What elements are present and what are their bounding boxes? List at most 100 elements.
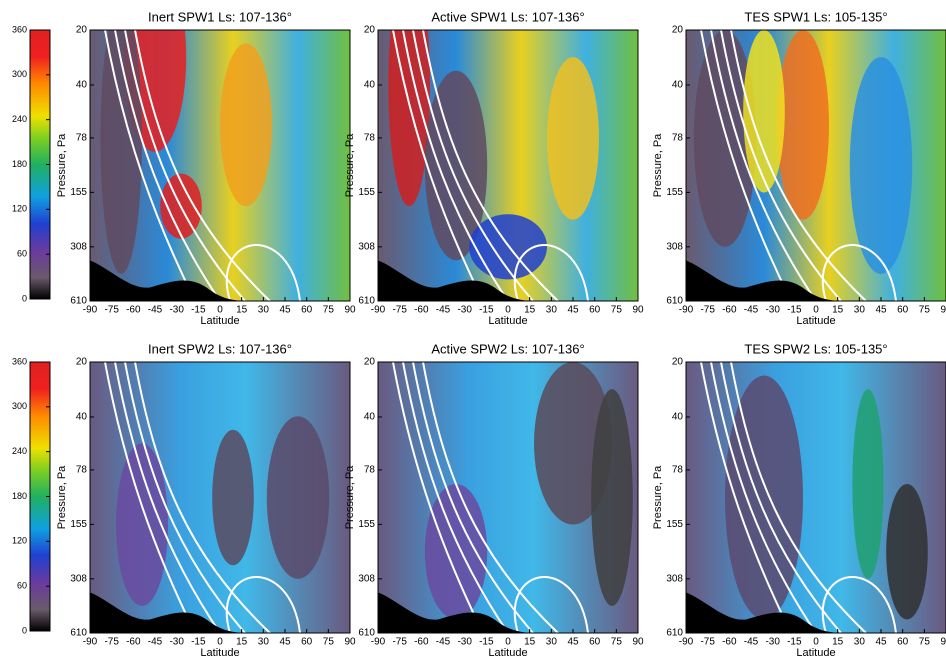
x-tick-label: -15	[787, 637, 802, 648]
y-tick-label: 308	[666, 573, 683, 584]
x-tick-label: 75	[323, 637, 335, 648]
contour-line	[422, 30, 559, 301]
colorbar-tick-label: 240	[12, 114, 27, 124]
x-tick-label: 30	[854, 637, 866, 648]
field	[90, 30, 350, 301]
contour-line	[412, 30, 534, 301]
x-tick-label: -45	[436, 305, 451, 316]
y-tick-label: 78	[76, 465, 88, 476]
x-axis-label: Latitude	[488, 315, 527, 327]
x-tick-label: 0	[505, 637, 511, 648]
x-tick-label: -90	[371, 305, 386, 316]
x-tick-label: -30	[765, 305, 780, 316]
field	[686, 30, 946, 301]
y-tick-label: 610	[70, 628, 87, 639]
x-tick-label: -60	[722, 305, 737, 316]
y-tick-label: 308	[70, 573, 87, 584]
x-tick-label: -30	[765, 637, 780, 648]
x-tick-label: -45	[436, 637, 451, 648]
x-tick-label: -15	[479, 305, 494, 316]
contour-line	[134, 362, 271, 633]
y-axis-label: Pressure, Pa	[56, 465, 68, 529]
x-tick-label: -75	[700, 305, 715, 316]
x-tick-label: 15	[236, 637, 248, 648]
x-tick-label: -90	[83, 305, 98, 316]
x-tick-label: 30	[546, 637, 558, 648]
x-axis-label: Latitude	[200, 315, 239, 327]
field-blob	[852, 389, 884, 579]
y-tick-label: 78	[672, 465, 684, 476]
field-blob	[725, 375, 803, 620]
x-axis-label: Latitude	[488, 647, 527, 659]
field	[686, 362, 946, 633]
contour-line	[114, 362, 221, 633]
y-tick-label: 20	[672, 357, 684, 368]
colorbar-tick-label: 120	[12, 536, 27, 546]
x-tick-label: 90	[632, 637, 644, 648]
x-tick-label: -60	[414, 305, 429, 316]
y-tick-label: 308	[70, 241, 87, 252]
x-tick-label: 0	[813, 637, 819, 648]
chart-title: Active SPW2 Ls: 107-136°	[431, 341, 584, 356]
colorbar-tick-label: 0	[22, 293, 27, 303]
chart-title: TES SPW2 Ls: 105-135°	[744, 341, 887, 356]
field	[378, 30, 638, 301]
contour-line	[402, 30, 509, 301]
x-tick-label: 15	[524, 637, 536, 648]
x-tick-label: 30	[258, 637, 270, 648]
x-tick-label: -60	[126, 637, 141, 648]
chart-title: Inert SPW2 Ls: 107-136°	[148, 341, 292, 356]
topography	[686, 260, 846, 301]
x-tick-label: -45	[744, 305, 759, 316]
field-blob	[591, 389, 633, 606]
x-tick-label: 15	[524, 305, 536, 316]
x-tick-label: 15	[832, 305, 844, 316]
colorbar-tick-label: 360	[12, 24, 27, 34]
topography	[378, 592, 538, 633]
x-tick-label: -30	[169, 637, 184, 648]
y-tick-label: 78	[364, 133, 376, 144]
y-tick-label: 610	[358, 628, 375, 639]
x-tick-label: 60	[897, 637, 909, 648]
y-tick-label: 20	[76, 357, 88, 368]
x-tick-label: -90	[83, 637, 98, 648]
field-blob	[469, 214, 547, 280]
x-tick-label: 90	[940, 305, 946, 316]
x-tick-label: -15	[787, 305, 802, 316]
field	[90, 362, 350, 633]
x-tick-label: 60	[589, 305, 601, 316]
field-blob	[116, 443, 168, 606]
y-tick-label: 20	[364, 357, 376, 368]
x-tick-label: 75	[919, 637, 931, 648]
field-blob	[547, 57, 599, 220]
chart-title: Active SPW1 Ls: 107-136°	[431, 9, 584, 24]
contour-line	[392, 30, 484, 301]
colorbar-tick-label: 0	[22, 625, 27, 635]
y-tick-label: 610	[70, 296, 87, 307]
contour-line	[104, 30, 196, 301]
field-blob	[693, 30, 757, 247]
x-tick-label: -60	[722, 637, 737, 648]
y-tick-label: 155	[70, 519, 87, 530]
y-tick-label: 40	[364, 80, 376, 91]
x-tick-label: -45	[148, 305, 163, 316]
colorbar-tick-label: 360	[12, 356, 27, 366]
x-tick-label: -75	[700, 637, 715, 648]
contour-line	[124, 30, 246, 301]
topography	[686, 592, 846, 633]
y-tick-label: 40	[76, 412, 88, 423]
field-blob	[220, 43, 272, 207]
field-blob	[886, 483, 928, 620]
y-tick-label: 155	[358, 519, 375, 530]
contour-line	[710, 362, 817, 633]
y-tick-label: 20	[76, 25, 88, 36]
y-axis-label: Pressure, Pa	[652, 465, 664, 529]
x-tick-label: 45	[567, 637, 579, 648]
x-tick-label: -90	[679, 305, 694, 316]
y-axis-label: Pressure, Pa	[344, 465, 356, 529]
chart-title: TES SPW1 Ls: 105-135°	[744, 9, 887, 24]
colorbar-tick-label: 60	[17, 581, 27, 591]
x-tick-label: 0	[217, 305, 223, 316]
y-tick-label: 78	[672, 133, 684, 144]
